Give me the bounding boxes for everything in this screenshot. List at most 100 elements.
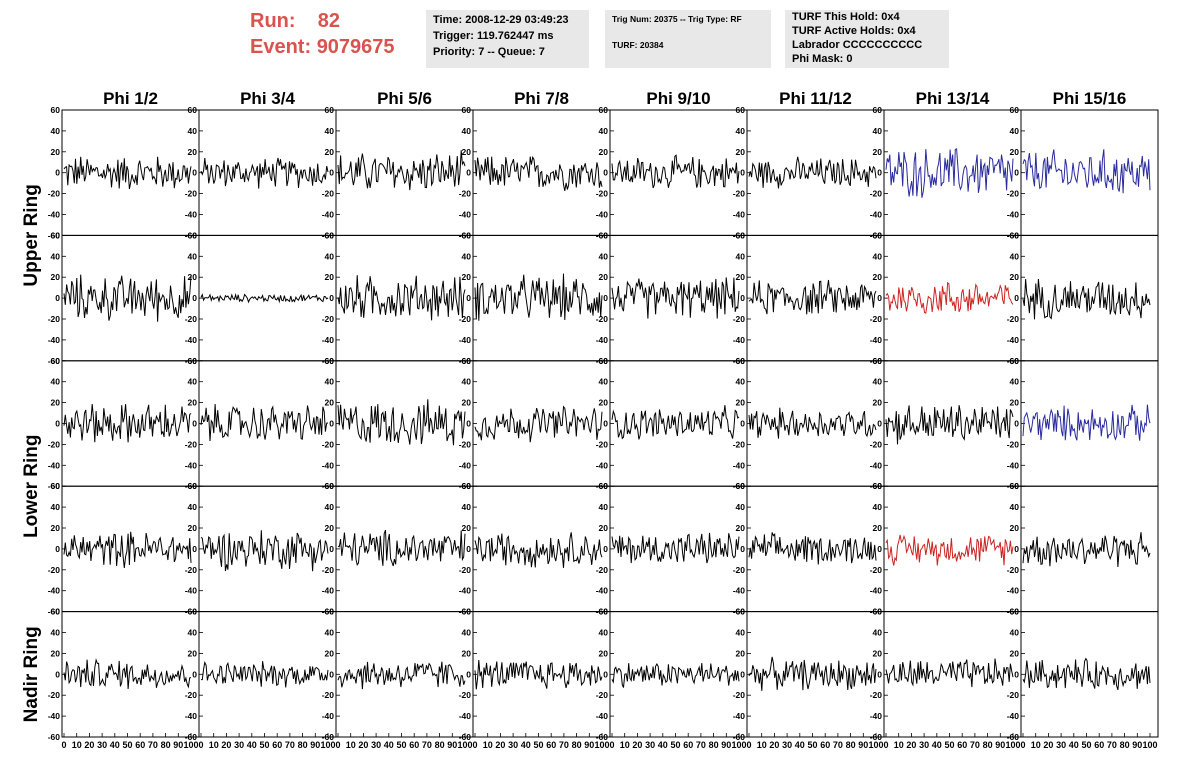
y-tick-label: 20 xyxy=(462,272,472,282)
waveform-trace xyxy=(1022,404,1151,441)
y-tick-label: -20 xyxy=(1007,314,1020,324)
x-tick-label: 40 xyxy=(384,740,394,750)
x-tick-label: 80 xyxy=(983,740,993,750)
y-tick-label: -20 xyxy=(870,690,883,700)
x-tick-label: 60 xyxy=(135,740,145,750)
x-tick-label: 70 xyxy=(1107,740,1117,750)
y-tick-label: 40 xyxy=(188,502,198,512)
trigger-text: Trigger: 119.762447 ms xyxy=(433,30,554,42)
x-tick-label: 0 xyxy=(198,740,203,750)
y-tick-label: 60 xyxy=(325,481,335,491)
x-tick-label: 50 xyxy=(1081,740,1091,750)
y-tick-label: 0 xyxy=(877,293,882,303)
waveform-trace xyxy=(885,281,1014,314)
waveform-trace xyxy=(200,292,329,304)
waveform-trace xyxy=(748,279,877,315)
y-tick-label: -40 xyxy=(733,335,746,345)
waveform-trace xyxy=(611,405,740,440)
y-tick-label: -40 xyxy=(1007,335,1020,345)
x-tick-label: 100 xyxy=(457,740,472,750)
y-tick-label: 0 xyxy=(1014,419,1019,429)
y-tick-label: 40 xyxy=(325,502,335,512)
x-tick-label: 20 xyxy=(1043,740,1053,750)
turf-info-box: TURF This Hold: 0x4 TURF Active Holds: 0… xyxy=(785,10,949,68)
y-tick-label: -20 xyxy=(596,189,609,199)
x-tick-label: 70 xyxy=(148,740,158,750)
y-tick-label: 40 xyxy=(873,628,883,638)
y-tick-label: 60 xyxy=(599,481,609,491)
y-tick-label: 20 xyxy=(51,147,61,157)
waveform-trace xyxy=(885,148,1014,198)
y-tick-label: 40 xyxy=(51,628,61,638)
y-tick-label: 40 xyxy=(462,628,472,638)
y-tick-label: -40 xyxy=(1007,711,1020,721)
y-tick-label: 40 xyxy=(736,377,746,387)
y-tick-label: -20 xyxy=(733,439,746,449)
y-tick-label: -20 xyxy=(48,189,61,199)
y-tick-label: 40 xyxy=(325,628,335,638)
x-tick-label: 20 xyxy=(495,740,505,750)
y-tick-label: 0 xyxy=(192,293,197,303)
y-tick-label: 20 xyxy=(51,648,61,658)
y-tick-label: -20 xyxy=(733,189,746,199)
phi-mask-text: Phi Mask: 0 xyxy=(792,53,853,65)
x-tick-label: 100 xyxy=(731,740,746,750)
y-tick-label: 0 xyxy=(740,669,745,679)
waveform-trace xyxy=(337,150,466,191)
y-tick-label: -20 xyxy=(185,314,198,324)
y-tick-label: -20 xyxy=(185,189,198,199)
waveform-trace xyxy=(748,532,877,565)
panel-frame xyxy=(61,234,200,362)
y-tick-label: -20 xyxy=(459,690,472,700)
y-tick-label: 60 xyxy=(1010,105,1020,115)
y-tick-label: -40 xyxy=(1007,586,1020,596)
y-tick-label: 40 xyxy=(51,251,61,261)
y-tick-label: -40 xyxy=(870,460,883,470)
y-tick-label: 20 xyxy=(873,523,883,533)
y-tick-label: 0 xyxy=(329,419,334,429)
column-header: Phi 3/4 xyxy=(240,89,295,108)
y-tick-label: 20 xyxy=(599,648,609,658)
y-tick-label: -20 xyxy=(870,439,883,449)
y-tick-label: -40 xyxy=(185,711,198,721)
y-tick-label: 40 xyxy=(873,251,883,261)
x-tick-label: 40 xyxy=(658,740,668,750)
y-tick-label: 0 xyxy=(603,168,608,178)
x-tick-label: 20 xyxy=(221,740,231,750)
x-tick-label: 80 xyxy=(298,740,308,750)
x-tick-label: 30 xyxy=(1056,740,1066,750)
waveform-trace xyxy=(200,157,329,189)
y-tick-label: 20 xyxy=(51,398,61,408)
y-tick-label: 20 xyxy=(1010,398,1020,408)
y-tick-label: -40 xyxy=(596,335,609,345)
y-tick-label: 20 xyxy=(873,272,883,282)
y-tick-label: 60 xyxy=(1010,230,1020,240)
ring-label: Upper Ring xyxy=(21,184,42,286)
y-tick-label: 20 xyxy=(736,147,746,157)
waveform-trace xyxy=(474,155,603,191)
y-tick-label: 60 xyxy=(462,607,472,617)
y-tick-label: 40 xyxy=(736,126,746,136)
waveform-trace xyxy=(63,404,192,443)
y-tick-label: -60 xyxy=(48,230,61,240)
y-tick-label: 60 xyxy=(51,356,61,366)
y-tick-label: -20 xyxy=(322,314,335,324)
waveform-trace xyxy=(1022,657,1151,691)
panel-frame xyxy=(335,485,474,613)
waveform-trace xyxy=(337,529,466,567)
y-tick-label: 20 xyxy=(1010,648,1020,658)
x-tick-label: 80 xyxy=(1120,740,1130,750)
y-tick-label: 0 xyxy=(1014,669,1019,679)
x-tick-label: 20 xyxy=(632,740,642,750)
event-row: Event: 9079675 xyxy=(250,34,420,60)
y-tick-label: 0 xyxy=(329,293,334,303)
x-tick-label: 70 xyxy=(970,740,980,750)
y-tick-label: -20 xyxy=(596,690,609,700)
y-tick-label: 20 xyxy=(873,648,883,658)
y-tick-label: 40 xyxy=(736,502,746,512)
x-tick-label: 10 xyxy=(209,740,219,750)
waveform-trace xyxy=(201,660,329,688)
run-value: 82 xyxy=(317,10,341,32)
y-tick-label: -20 xyxy=(48,439,61,449)
waveform-trace xyxy=(611,154,740,189)
